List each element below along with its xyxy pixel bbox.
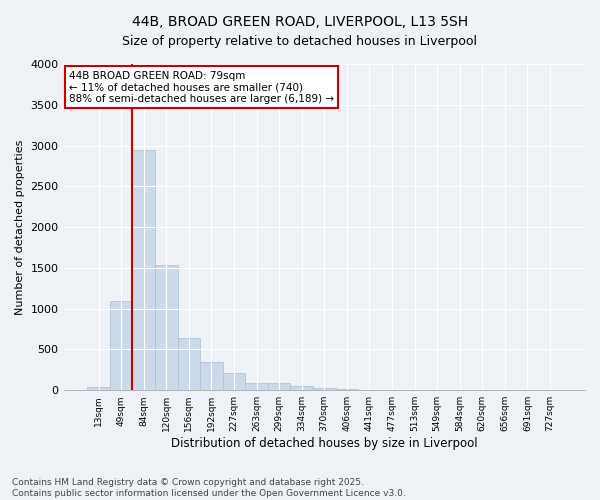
Y-axis label: Number of detached properties: Number of detached properties xyxy=(15,140,25,315)
Bar xyxy=(223,372,245,390)
Bar xyxy=(87,386,110,390)
X-axis label: Distribution of detached houses by size in Liverpool: Distribution of detached houses by size … xyxy=(171,437,478,450)
Bar xyxy=(268,384,290,390)
Text: 44B BROAD GREEN ROAD: 79sqm
← 11% of detached houses are smaller (740)
88% of se: 44B BROAD GREEN ROAD: 79sqm ← 11% of det… xyxy=(69,70,334,104)
Bar xyxy=(178,338,200,390)
Text: Contains HM Land Registry data © Crown copyright and database right 2025.
Contai: Contains HM Land Registry data © Crown c… xyxy=(12,478,406,498)
Bar xyxy=(290,386,313,390)
Bar xyxy=(313,388,335,390)
Text: Size of property relative to detached houses in Liverpool: Size of property relative to detached ho… xyxy=(122,35,478,48)
Bar xyxy=(245,383,268,390)
Bar xyxy=(155,266,178,390)
Bar xyxy=(335,388,358,390)
Bar xyxy=(110,300,133,390)
Bar xyxy=(133,150,155,390)
Bar xyxy=(200,362,223,390)
Text: 44B, BROAD GREEN ROAD, LIVERPOOL, L13 5SH: 44B, BROAD GREEN ROAD, LIVERPOOL, L13 5S… xyxy=(132,15,468,29)
